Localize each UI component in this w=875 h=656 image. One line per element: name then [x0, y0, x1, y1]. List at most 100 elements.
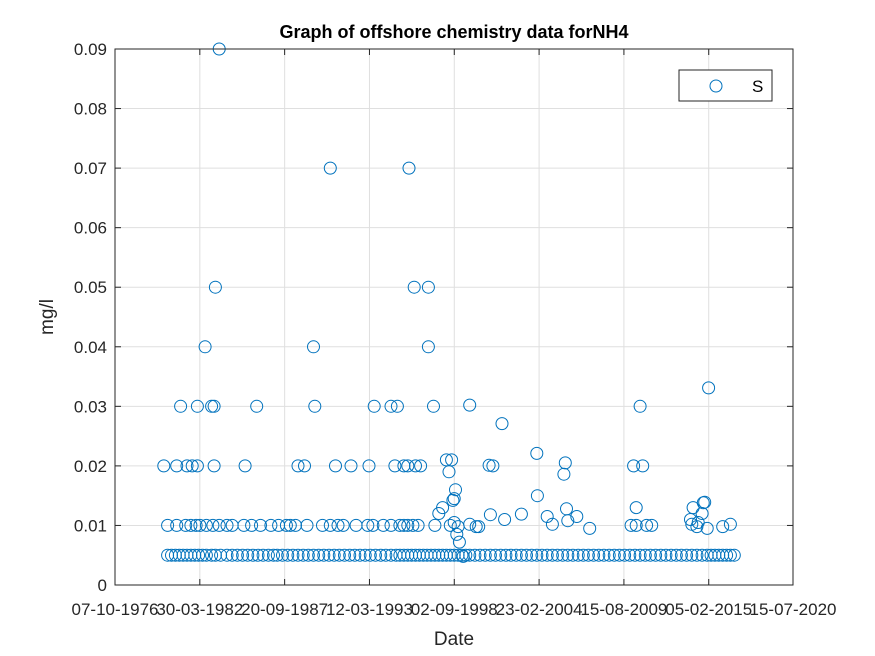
data-point [250, 399, 264, 413]
data-point [535, 548, 549, 562]
data-point [566, 548, 580, 562]
data-point [530, 446, 544, 460]
data-point [367, 399, 381, 413]
data-point [540, 510, 554, 523]
data-point [401, 518, 415, 532]
data-point [251, 548, 265, 562]
data-point [727, 548, 741, 562]
data-point [691, 516, 705, 529]
data-point [654, 548, 668, 562]
data-point [161, 518, 175, 532]
legend-marker [709, 79, 723, 93]
data-point [571, 548, 585, 562]
data-point [358, 548, 372, 562]
data-point [495, 417, 509, 431]
data-point [301, 548, 315, 562]
data-point [286, 548, 300, 562]
data-point [636, 459, 650, 473]
data-point [558, 456, 572, 470]
data-point [643, 548, 657, 562]
data-point [170, 518, 184, 532]
data-point [629, 518, 643, 532]
data-point [411, 518, 425, 532]
data-point [307, 340, 320, 354]
data-point [456, 549, 470, 563]
data-point [530, 548, 544, 562]
data-point [193, 518, 207, 532]
data-point [700, 521, 714, 535]
data-markers [157, 42, 741, 563]
data-point [402, 161, 416, 175]
data-point [514, 548, 528, 562]
data-point [638, 548, 652, 562]
y-axis-label: mg/l [37, 299, 58, 335]
data-point [207, 399, 221, 413]
data-point [393, 518, 407, 532]
data-point [208, 280, 222, 294]
data-point [494, 548, 508, 562]
data-point [180, 459, 194, 473]
data-point [421, 340, 435, 354]
x-tick-label: 05-02-2015 [665, 600, 752, 619]
x-tick-label: 30-03-1982 [156, 600, 243, 619]
data-point [463, 517, 477, 531]
data-point [409, 459, 422, 473]
data-point [256, 548, 270, 562]
data-point [300, 518, 314, 532]
data-point [463, 548, 477, 562]
x-axis-label: Date [434, 629, 474, 650]
data-point [317, 548, 331, 562]
data-point [344, 459, 358, 473]
data-point [184, 518, 198, 532]
data-point [447, 492, 461, 506]
data-point [570, 510, 584, 523]
data-point [633, 548, 647, 562]
x-tick-label: 12-03-1993 [326, 600, 413, 619]
data-point [179, 518, 193, 532]
data-point [374, 548, 388, 562]
data-point [445, 453, 459, 467]
data-point [279, 518, 293, 532]
data-point [190, 399, 204, 413]
data-point [363, 548, 377, 562]
data-point [674, 548, 688, 562]
data-point [332, 548, 346, 562]
y-tick-label: 0.07 [74, 159, 107, 178]
x-tick-label: 02-09-1998 [411, 600, 498, 619]
data-point [316, 518, 329, 532]
data-point [499, 548, 513, 562]
data-point [237, 518, 251, 532]
data-point [623, 548, 637, 562]
data-point [338, 548, 351, 562]
data-point [407, 280, 421, 294]
data-point [645, 518, 659, 532]
data-point [421, 280, 435, 294]
data-point [390, 399, 404, 413]
data-point [628, 548, 642, 562]
chart-title: Graph of offshore chemistry data forNH4 [279, 22, 628, 42]
data-point [649, 548, 663, 562]
data-point [361, 518, 375, 532]
data-point [597, 548, 611, 562]
data-point [220, 518, 234, 532]
axis-ticks: 0 0.01 0.02 0.03 0.04 0.05 0.06 0.07 0.08 0.09 07-… [72, 40, 837, 619]
data-point [469, 520, 483, 534]
data-point [414, 459, 428, 473]
legend: S [678, 69, 773, 102]
data-point [633, 399, 647, 413]
data-point [664, 548, 678, 562]
x-tick-label: 15-07-2020 [750, 600, 837, 619]
grid-lines [115, 49, 793, 585]
data-point [514, 507, 528, 521]
data-point [230, 548, 244, 562]
data-point [236, 548, 250, 562]
data-point [190, 459, 204, 473]
data-point [291, 548, 305, 562]
y-tick-label: 0.04 [74, 338, 107, 357]
data-point [376, 518, 390, 532]
data-point [659, 548, 673, 562]
data-point [482, 458, 496, 472]
data-point [624, 518, 638, 532]
data-point [220, 548, 234, 562]
data-point [254, 518, 267, 532]
